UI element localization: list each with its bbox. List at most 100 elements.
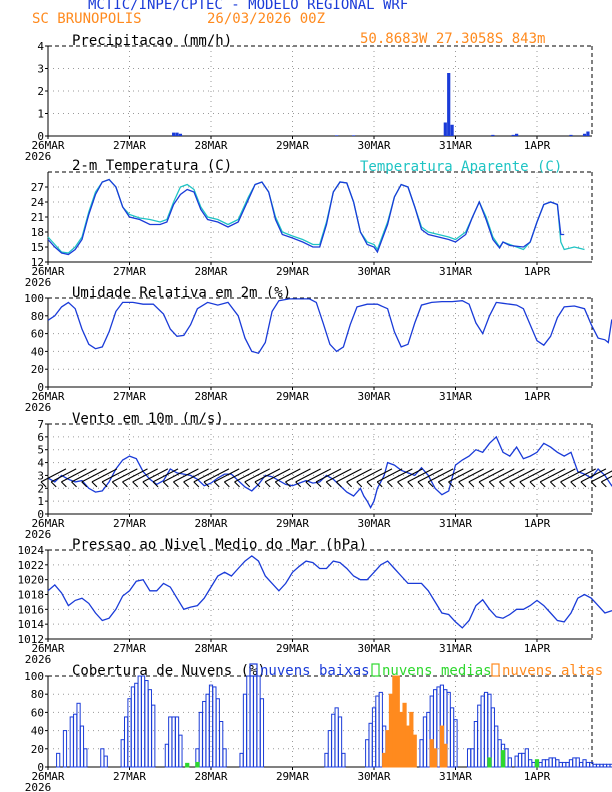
cloud-bar-blue — [378, 691, 383, 768]
wind-barb — [407, 468, 434, 483]
cloud-bar-blue — [144, 680, 149, 768]
wind-barb — [91, 468, 118, 483]
rh-y-tick-label: 100 — [24, 292, 44, 305]
wind-barb — [336, 468, 362, 483]
cloud-bar-orange — [439, 725, 445, 768]
wind-barb — [254, 481, 261, 488]
cloud-bar-green — [487, 757, 492, 768]
wind-barb — [550, 468, 576, 483]
clouds-title: Cobertura de Nuvens (%) — [72, 663, 266, 679]
cloud-bar-blue — [422, 716, 428, 768]
cloud-bar-blue — [174, 716, 180, 768]
wind-barb — [427, 481, 434, 488]
wind-barb — [50, 468, 77, 483]
cloud-bar-blue — [419, 739, 424, 768]
temp-x-tick-label: 27MAR — [113, 265, 146, 278]
rh-y-tick-label: 80 — [31, 310, 44, 323]
wind-barb — [40, 468, 67, 483]
rh-x-tick-label: 31MAR — [439, 390, 472, 403]
rh-x-tick-label: 27MAR — [113, 390, 146, 403]
wind-barb — [173, 481, 179, 488]
wind-x-tick-label: 1APR — [524, 517, 551, 530]
cloud-bar-blue — [334, 707, 339, 768]
cloud-bar-blue — [599, 763, 604, 768]
legend-nuvens-medias: nuvens medias — [382, 663, 492, 679]
clouds-y-tick-label: 0 — [37, 761, 44, 774]
wind-barb — [71, 481, 77, 488]
rh-x-tick-label: 30MAR — [357, 390, 390, 403]
cloud-bar-blue — [137, 675, 142, 768]
cloud-bar-blue — [490, 707, 495, 768]
wind-barb — [325, 468, 352, 483]
wind-barb — [132, 468, 158, 483]
cloud-bar-blue — [140, 675, 146, 768]
precip-bar — [335, 135, 339, 136]
wind-barb — [407, 481, 414, 488]
cloud-bar-blue — [79, 725, 85, 768]
wind-barb — [417, 481, 424, 488]
legend-swatch-green — [371, 663, 380, 677]
cloud-bar-orange — [399, 711, 404, 768]
clouds-x-tick-label: 29MAR — [276, 770, 309, 783]
wind-barb — [101, 481, 108, 488]
cloud-bar-blue — [596, 763, 601, 768]
wind-barb — [193, 468, 220, 483]
wind-barb — [132, 481, 139, 488]
press-y-tick-label: 1014 — [18, 618, 45, 631]
cloud-bar-blue — [487, 693, 492, 768]
wind-barb — [275, 468, 301, 483]
cloud-bar-blue — [466, 748, 472, 768]
wind-barb — [152, 468, 179, 483]
rh-y-tick-label: 0 — [37, 381, 44, 394]
precip-y-tick-label: 4 — [37, 40, 44, 53]
press-y-tick-label: 1024 — [18, 544, 45, 557]
clouds-y-tick-label: 60 — [31, 706, 44, 719]
wind-barb — [40, 481, 47, 488]
wind-barb — [529, 468, 556, 483]
cloud-bar-blue — [555, 759, 560, 768]
rh-x-tick-label: 29MAR — [276, 390, 309, 403]
rh-x-tick-label: 1APR — [524, 390, 551, 403]
wind-y-tick-label: 4 — [37, 457, 44, 470]
wind-barb — [81, 481, 88, 488]
wind-barb — [529, 481, 536, 488]
wind-barb — [600, 481, 607, 488]
cloud-bar-blue — [215, 698, 220, 768]
wind-barb — [580, 481, 587, 488]
wind-barb — [417, 468, 444, 483]
temp-y-tick-label: 27 — [31, 181, 44, 194]
rh-title: Umidade Relativa em 2m (%) — [72, 285, 291, 301]
cloud-bar-blue — [568, 759, 574, 768]
cloud-bar-blue — [171, 716, 176, 768]
wind-barb — [193, 481, 200, 488]
wind-barb — [468, 481, 475, 488]
cloud-bar-blue — [242, 693, 248, 768]
wind-x-tick-label: 27MAR — [113, 517, 146, 530]
rh-year-label: 2026 — [25, 401, 52, 414]
cloud-bar-blue — [565, 761, 570, 768]
cloud-bar-orange — [388, 693, 394, 768]
cloud-bar-orange — [402, 702, 407, 768]
temp-x-tick-label: 31MAR — [439, 265, 472, 278]
wind-barb — [356, 468, 383, 483]
rh-y-tick-label: 60 — [31, 328, 44, 341]
cloud-bar-blue — [151, 704, 156, 768]
wind-barb — [386, 481, 393, 488]
cloud-bar-blue — [198, 711, 203, 768]
precip-y-tick-label: 1 — [37, 108, 44, 121]
clouds-y-tick-label: 100 — [24, 670, 44, 683]
cloud-bar-blue — [134, 682, 139, 768]
wind-barb — [601, 475, 612, 483]
cloud-bar-blue — [83, 748, 88, 768]
cloud-bar-blue — [256, 675, 261, 768]
press-y-tick-label: 1022 — [18, 559, 45, 572]
wind-barb — [112, 468, 138, 483]
cloud-bar-blue — [575, 757, 580, 768]
wind-barb — [549, 481, 556, 488]
wind-barb — [152, 481, 159, 488]
wind-barb — [366, 468, 393, 483]
cloud-bar-blue — [124, 716, 129, 768]
legend-nuvens-altas: nuvens altas — [502, 663, 603, 679]
cloud-bar-blue — [368, 722, 373, 768]
